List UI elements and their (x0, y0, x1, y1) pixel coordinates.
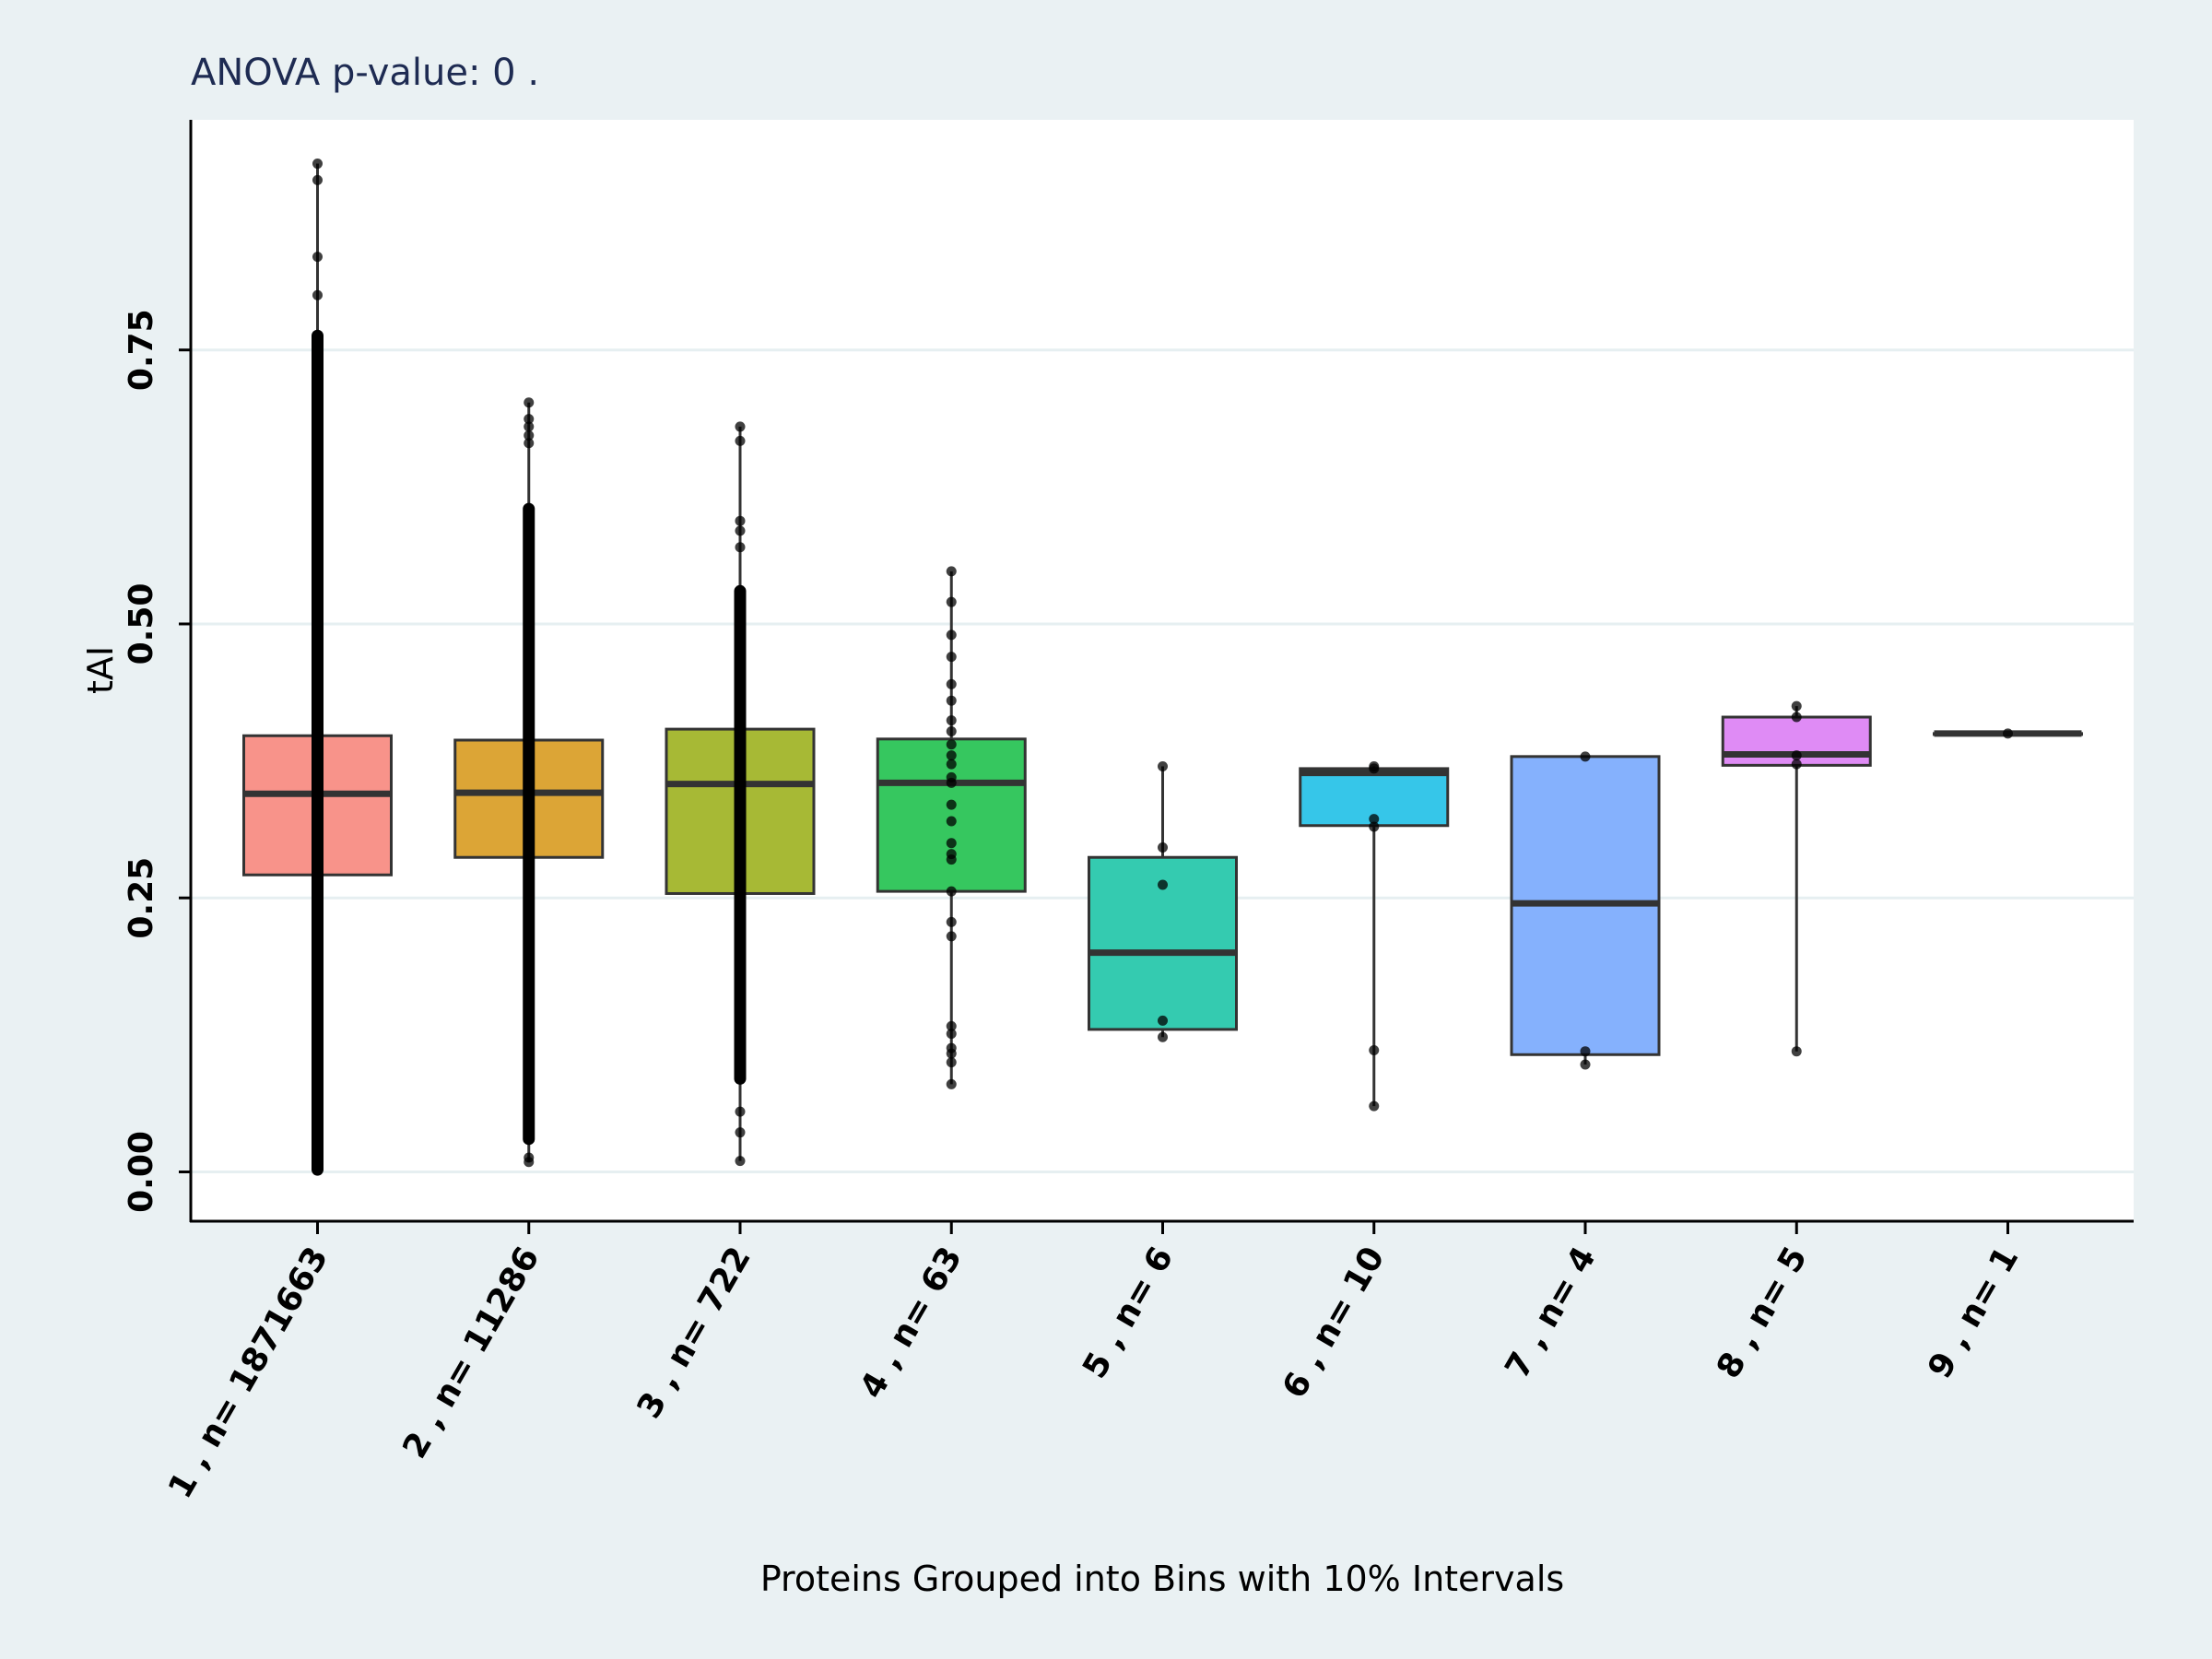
data-point (946, 799, 957, 810)
chart-title: ANOVA p-value: 0 . (191, 52, 539, 94)
data-point (1369, 761, 1380, 772)
data-point (946, 652, 957, 663)
data-point (312, 252, 323, 263)
data-point (946, 629, 957, 641)
data-point (2003, 728, 2013, 739)
data-point (1580, 1046, 1591, 1057)
data-point (946, 771, 957, 782)
data-point (946, 695, 957, 706)
box-body (1299, 767, 1450, 828)
data-point (946, 1078, 957, 1089)
plot-area (191, 120, 2134, 1221)
data-point (946, 725, 957, 736)
data-point (1158, 1031, 1168, 1042)
data-point (946, 886, 957, 897)
data-point (735, 542, 746, 553)
data-point (735, 1156, 746, 1167)
data-point (1791, 1046, 1802, 1057)
data-point (735, 515, 746, 526)
data-point (946, 849, 957, 860)
y-tick-label: 0.00 (123, 1131, 160, 1213)
y-tick-label: 0.75 (123, 309, 160, 391)
data-point (1791, 712, 1802, 723)
data-point (312, 289, 323, 300)
data-point (1369, 821, 1380, 832)
data-point (1158, 879, 1168, 890)
data-point (1791, 759, 1802, 770)
y-tick-label: 0.25 (123, 857, 160, 939)
data-point (946, 1020, 957, 1031)
data-point (1369, 814, 1380, 825)
x-axis-title: Proteins Grouped into Bins with 10% Inte… (760, 1559, 1564, 1599)
data-points (312, 159, 2013, 1176)
data-point (524, 1152, 535, 1163)
data-point (946, 739, 957, 750)
data-point (524, 429, 535, 441)
data-point (946, 838, 957, 849)
data-point (946, 596, 957, 607)
data-point (524, 438, 535, 449)
data-point (1580, 1059, 1591, 1070)
data-point (946, 678, 957, 689)
data-point (946, 715, 957, 726)
data-point (946, 1042, 957, 1053)
data-point (946, 759, 957, 770)
data-point (735, 1127, 746, 1138)
data-point (1791, 700, 1802, 712)
data-point (312, 159, 323, 170)
data-point (946, 750, 957, 761)
data-point (946, 1057, 957, 1068)
data-point (735, 421, 746, 432)
data-point (312, 174, 323, 185)
data-point (735, 525, 746, 536)
data-point (735, 1106, 746, 1117)
data-point (946, 1029, 957, 1040)
data-point (946, 931, 957, 942)
data-point (1580, 751, 1591, 762)
data-point (946, 816, 957, 827)
data-point (946, 566, 957, 577)
data-point (1158, 761, 1168, 772)
y-axis-title: tAI (80, 646, 121, 694)
data-point (524, 421, 535, 432)
data-point (1158, 1015, 1168, 1026)
data-point (1369, 1045, 1380, 1056)
data-point (946, 916, 957, 927)
data-point (1369, 1100, 1380, 1112)
y-tick-label: 0.50 (123, 583, 160, 665)
data-point (1791, 750, 1802, 761)
data-point (1158, 842, 1168, 853)
data-point (524, 414, 535, 425)
data-point (735, 435, 746, 446)
data-point (524, 397, 535, 408)
